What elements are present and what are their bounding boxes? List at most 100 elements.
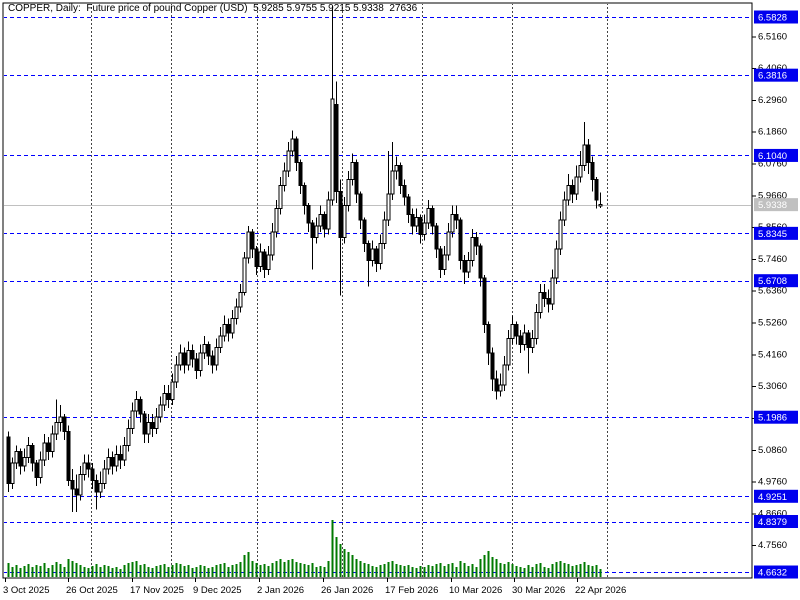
candle [214, 346, 219, 366]
candle [538, 291, 543, 314]
price-label-badge [754, 489, 798, 503]
volume-bar [211, 567, 214, 577]
candle [462, 260, 467, 273]
volume-bar [515, 566, 518, 577]
candle [454, 213, 459, 221]
candle [410, 213, 415, 227]
volume-bar [127, 563, 130, 577]
volume-bar [171, 565, 174, 577]
candle [182, 352, 187, 366]
candle [266, 254, 271, 270]
candle [22, 456, 27, 467]
candle [158, 404, 163, 418]
volume-bar [311, 563, 314, 577]
candle [190, 349, 195, 360]
candle [94, 479, 99, 493]
candle [502, 364, 507, 386]
candle [242, 257, 247, 293]
candle [106, 456, 111, 470]
volume-bar [407, 565, 410, 577]
candle [558, 219, 563, 250]
volume-bar [343, 549, 346, 577]
price-tick-label: 5.3060 [758, 381, 787, 392]
candle [550, 277, 555, 305]
price-tick-label: 5.0860 [758, 445, 787, 456]
candle [590, 161, 595, 181]
date-tick-label: 26 Oct 2025 [66, 585, 118, 596]
volume-bar [23, 566, 26, 577]
candle [82, 462, 87, 476]
candle [366, 242, 371, 262]
volume-bar [571, 566, 574, 577]
candle [126, 427, 131, 447]
volume-bar [303, 564, 306, 577]
candle [362, 219, 367, 244]
volume-bar [443, 566, 446, 577]
volume-bar [11, 567, 14, 577]
candle [466, 260, 471, 273]
volume-bar [19, 568, 22, 577]
volume-bar [399, 565, 402, 577]
candle [122, 445, 127, 461]
candle [570, 185, 575, 195]
volume-bar [535, 564, 538, 577]
price-label-badge [754, 274, 798, 288]
volume-bar [91, 566, 94, 577]
volume-bar [35, 565, 38, 577]
candle [318, 213, 323, 227]
candle [494, 378, 499, 392]
candle [430, 208, 435, 227]
time-axis[interactable]: 3 Oct 2025 26 Oct 2025 17 Nov 2025 9 Dec 20… [3, 578, 626, 596]
volume-bar [319, 566, 322, 577]
candle [586, 144, 591, 163]
candle [142, 413, 147, 435]
volume-bar [411, 567, 414, 577]
candle [18, 451, 23, 467]
candle [270, 231, 275, 256]
candle [562, 199, 567, 221]
candle [442, 254, 447, 270]
price-label-badge [754, 565, 798, 579]
volume-bar [431, 566, 434, 577]
candle [198, 352, 203, 372]
price-label-badge [754, 410, 798, 424]
volume-bar [275, 561, 278, 577]
candle [566, 185, 571, 201]
volume-bar [419, 566, 422, 577]
volume-bar [363, 563, 366, 577]
volume-bar [195, 567, 198, 577]
volume-bar [511, 564, 514, 577]
volume-bar [259, 565, 262, 577]
candle [202, 344, 207, 354]
candle [386, 193, 391, 221]
volume-bar [219, 564, 222, 577]
price-level-lines[interactable] [3, 17, 752, 573]
candle [478, 245, 483, 279]
volume-bar [383, 564, 386, 577]
volume-bar [547, 568, 550, 577]
candle [354, 161, 359, 195]
plot-area[interactable] [3, 3, 752, 578]
volume-bar [479, 559, 482, 577]
candle [234, 306, 239, 320]
volume-bar [379, 565, 382, 577]
candle [278, 185, 283, 210]
candle [222, 323, 227, 337]
candles [6, 6, 603, 513]
date-tick-label: 2 Jan 2026 [257, 585, 304, 596]
volume-bar [435, 564, 438, 577]
price-label-badge [754, 226, 798, 240]
price-tick-label: 6.4060 [758, 63, 787, 74]
volume-bar [543, 567, 546, 577]
price-label-badge [754, 148, 798, 162]
candle [26, 445, 31, 458]
volume-bar [551, 564, 554, 577]
volume-bar [327, 561, 330, 577]
candle [70, 479, 75, 490]
candle [286, 150, 291, 172]
price-axis[interactable]: 6.51606.40606.29606.18606.07605.96605.85… [752, 10, 798, 579]
volume-bar [583, 562, 586, 577]
candle [146, 422, 151, 435]
